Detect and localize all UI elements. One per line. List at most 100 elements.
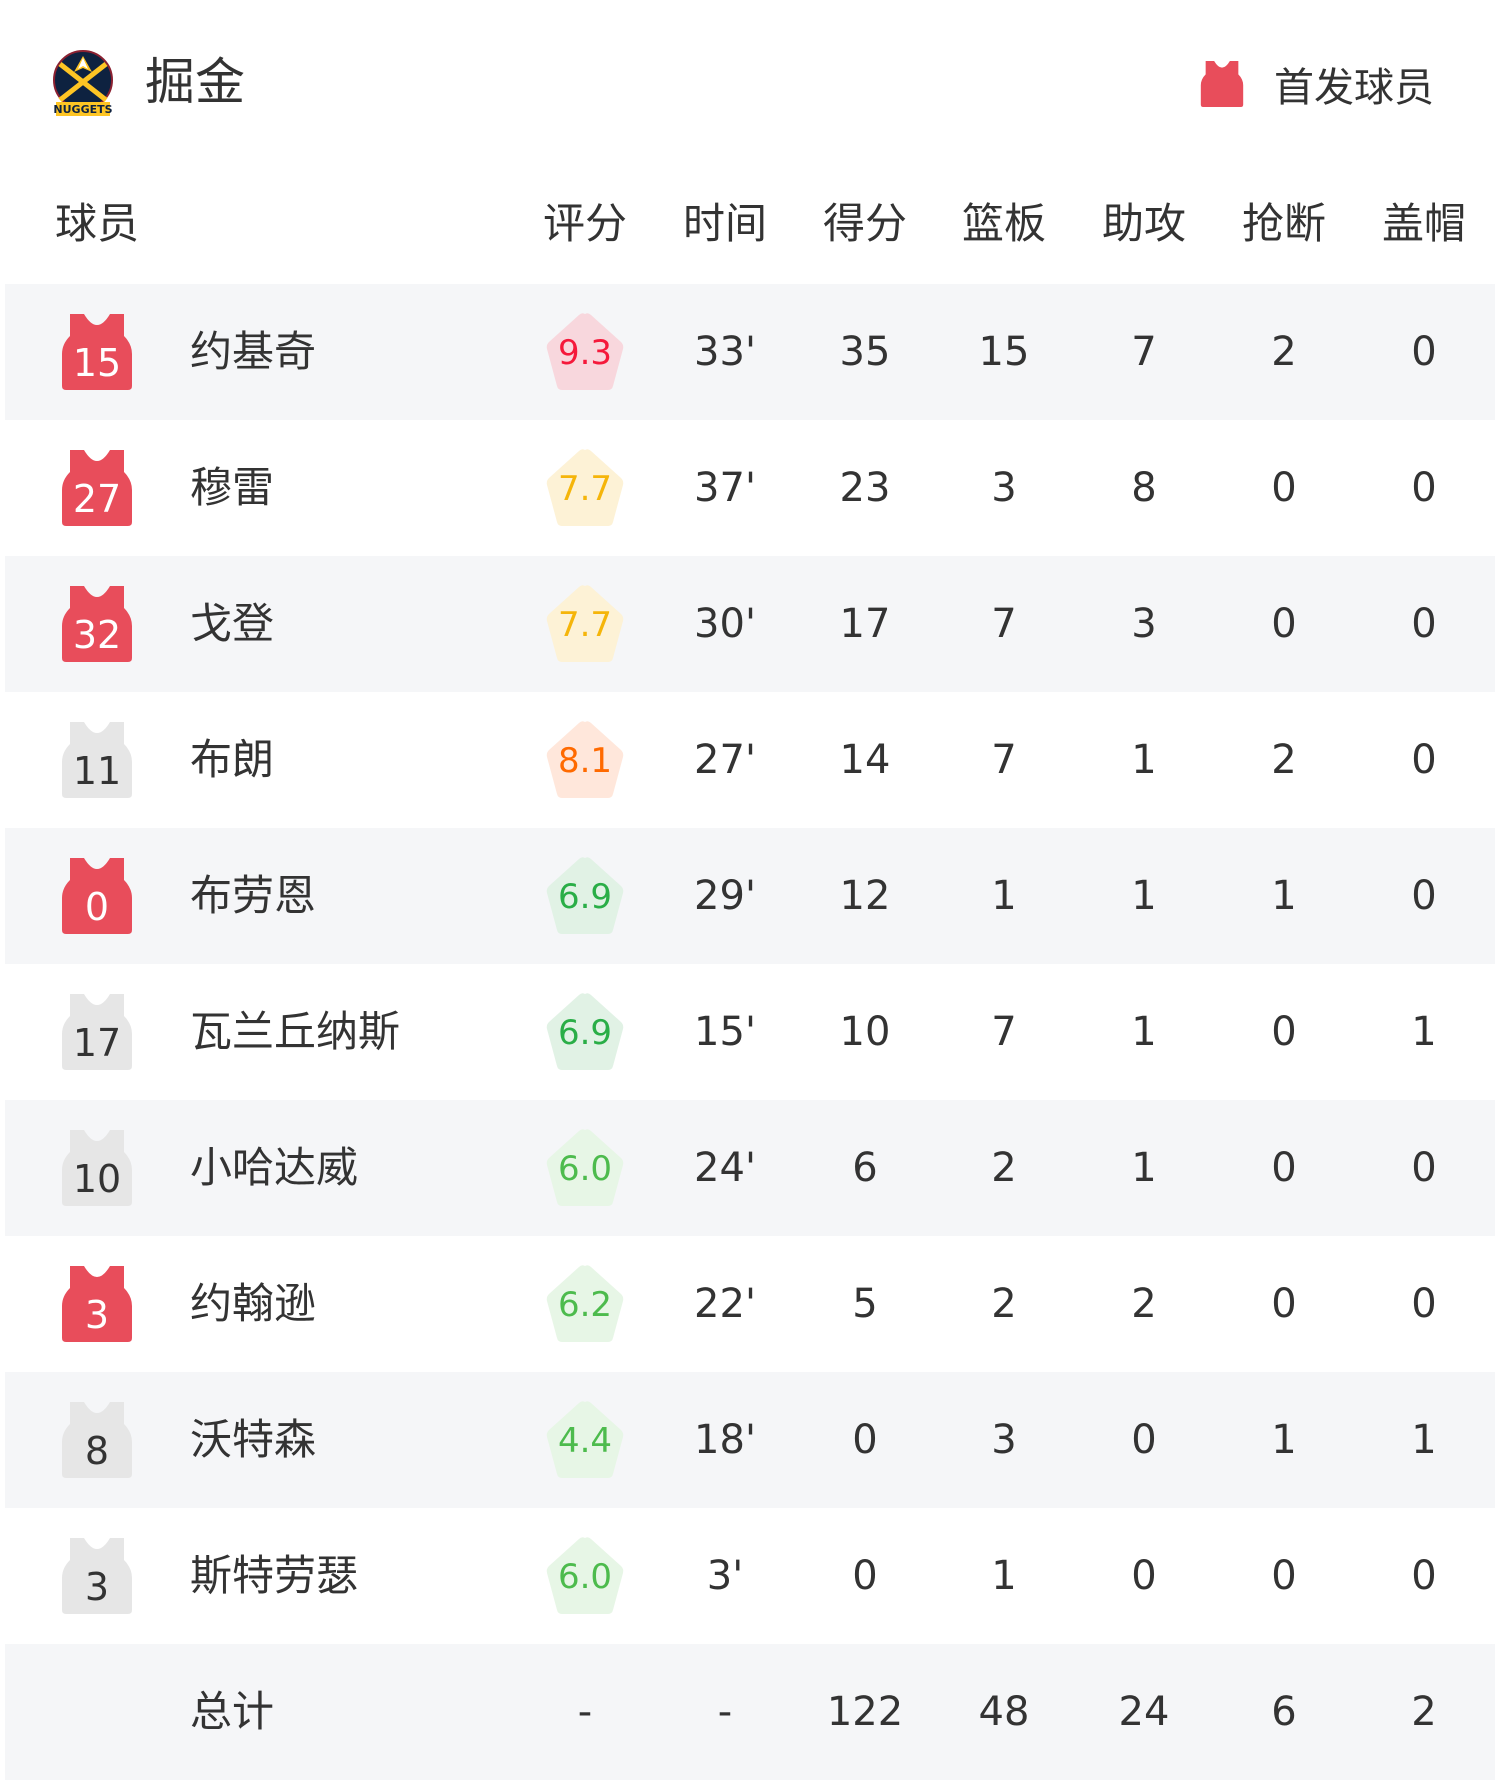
min-cell: 22' <box>694 1281 756 1327</box>
min-cell: 27' <box>694 737 756 783</box>
blk-cell: 0 <box>1411 465 1437 511</box>
stl-cell: 0 <box>1271 601 1297 647</box>
pts-cell: 17 <box>839 601 891 647</box>
stl-cell: 2 <box>1271 737 1297 783</box>
pts-cell: 5 <box>852 1281 878 1327</box>
rating-value: 6.9 <box>557 877 613 917</box>
table-row[interactable]: 8 沃特森 4.4 18' 0 3 0 1 1 <box>5 1372 1495 1508</box>
blk-cell: 0 <box>1411 1145 1437 1191</box>
rating-value: 6.0 <box>557 1557 613 1597</box>
rating-badge: 6.0 <box>543 1534 627 1618</box>
min-cell: 33' <box>694 329 756 375</box>
min-cell: 37' <box>694 465 756 511</box>
pts-cell: 14 <box>839 737 891 783</box>
jersey-icon: 3 <box>62 1266 132 1342</box>
reb-cell: 48 <box>978 1689 1030 1735</box>
reb-cell: 1 <box>991 873 1017 919</box>
stl-cell: 2 <box>1271 329 1297 375</box>
jersey-number: 8 <box>84 1429 110 1473</box>
nuggets-logo: NUGGETS <box>52 50 114 118</box>
blk-cell: 0 <box>1411 329 1437 375</box>
rating-badge: 6.9 <box>543 990 627 1074</box>
blk-cell: 0 <box>1411 737 1437 783</box>
table-row[interactable]: 3 约翰逊 6.2 22' 5 2 2 0 0 <box>5 1236 1495 1372</box>
jersey-icon: 15 <box>62 314 132 390</box>
min-cell: 24' <box>694 1145 756 1191</box>
starter-legend: 首发球员 <box>1200 55 1434 113</box>
pts-cell: 0 <box>852 1417 878 1463</box>
jersey-icon: 8 <box>62 1402 132 1478</box>
table-row[interactable]: 0 布劳恩 6.9 29' 12 1 1 1 0 <box>5 828 1495 964</box>
stl-cell: 0 <box>1271 465 1297 511</box>
stl-cell: 0 <box>1271 1145 1297 1191</box>
rating-badge: 7.7 <box>543 582 627 666</box>
col-player: 球员 <box>55 199 140 248</box>
min-cell: 15' <box>694 1009 756 1055</box>
player-name[interactable]: 瓦兰丘纳斯 <box>190 1007 401 1056</box>
player-name[interactable]: 布朗 <box>190 735 275 784</box>
player-name[interactable]: 小哈达威 <box>190 1143 359 1192</box>
table-row[interactable]: 3 斯特劳瑟 6.0 3' 0 1 0 0 0 <box>5 1508 1495 1644</box>
ast-cell: 1 <box>1131 1145 1157 1191</box>
blk-cell: 1 <box>1411 1009 1437 1055</box>
team-header: NUGGETS 掘金 首发球员 <box>0 0 1500 170</box>
col-blocks[interactable]: 盖帽 <box>1381 199 1466 248</box>
rating-value: 6.2 <box>557 1285 613 1325</box>
table-row[interactable]: 27 穆雷 7.7 37' 23 3 8 0 0 <box>5 420 1495 556</box>
ast-cell: 0 <box>1131 1417 1157 1463</box>
col-rating[interactable]: 评分 <box>542 199 627 248</box>
jersey-number: 15 <box>72 341 122 385</box>
pts-cell: 0 <box>852 1553 878 1599</box>
rating-value: 6.0 <box>557 1149 613 1189</box>
min-cell: 30' <box>694 601 756 647</box>
rating-value: 8.1 <box>557 741 613 781</box>
stl-cell: 0 <box>1271 1553 1297 1599</box>
pts-cell: 10 <box>839 1009 891 1055</box>
rating-badge: 6.2 <box>543 1262 627 1346</box>
player-table: 15 约基奇 9.3 33' 35 15 7 2 0 27 穆雷 7.7 37' 23 3 8 0 0 32 戈登 7.… <box>5 284 1495 1780</box>
jersey-number: 3 <box>84 1565 110 1609</box>
table-row[interactable]: 10 小哈达威 6.0 24' 6 2 1 0 0 <box>5 1100 1495 1236</box>
player-name[interactable]: 沃特森 <box>190 1415 317 1464</box>
rating-badge: 8.1 <box>543 718 627 802</box>
player-name[interactable]: 斯特劳瑟 <box>190 1551 359 1600</box>
player-name[interactable]: 约基奇 <box>190 327 317 376</box>
jersey-number: 27 <box>72 477 122 521</box>
col-rebounds[interactable]: 篮板 <box>961 199 1046 248</box>
jersey-icon: 27 <box>62 450 132 526</box>
player-name[interactable]: 布劳恩 <box>190 871 317 920</box>
player-name[interactable]: 穆雷 <box>190 463 275 512</box>
col-assists[interactable]: 助攻 <box>1101 199 1186 248</box>
col-minutes[interactable]: 时间 <box>682 199 767 248</box>
player-name[interactable]: 约翰逊 <box>190 1279 317 1328</box>
table-row[interactable]: 15 约基奇 9.3 33' 35 15 7 2 0 <box>5 284 1495 420</box>
legend-label: 首发球员 <box>1274 65 1434 111</box>
rating-value: 4.4 <box>557 1421 613 1461</box>
ast-cell: 1 <box>1131 873 1157 919</box>
reb-cell: 15 <box>978 329 1030 375</box>
player-name[interactable]: 戈登 <box>190 599 275 648</box>
col-points[interactable]: 得分 <box>822 199 907 248</box>
rating-badge: 9.3 <box>543 310 627 394</box>
reb-cell: 1 <box>991 1553 1017 1599</box>
total-row[interactable]: 总计 - - 122 48 24 6 2 <box>5 1644 1495 1780</box>
table-row[interactable]: 32 戈登 7.7 30' 17 7 3 0 0 <box>5 556 1495 692</box>
stl-cell: 1 <box>1271 1417 1297 1463</box>
table-row[interactable]: 17 瓦兰丘纳斯 6.9 15' 10 7 1 0 1 <box>5 964 1495 1100</box>
ast-cell: 2 <box>1131 1281 1157 1327</box>
ast-cell: 7 <box>1131 329 1157 375</box>
table-row[interactable]: 11 布朗 8.1 27' 14 7 1 2 0 <box>5 692 1495 828</box>
blk-cell: 0 <box>1411 873 1437 919</box>
reb-cell: 7 <box>991 737 1017 783</box>
blk-cell: 0 <box>1411 1281 1437 1327</box>
rating-value: 7.7 <box>557 605 613 645</box>
svg-text:NUGGETS: NUGGETS <box>53 103 112 116</box>
stl-cell: 1 <box>1271 873 1297 919</box>
rating-value: 9.3 <box>557 333 613 373</box>
min-cell: 29' <box>694 873 756 919</box>
rating-badge: 4.4 <box>543 1398 627 1482</box>
blk-cell: 0 <box>1411 601 1437 647</box>
col-steals[interactable]: 抢断 <box>1241 199 1326 248</box>
rating-badge: 6.0 <box>543 1126 627 1210</box>
jersey-number: 11 <box>72 749 122 793</box>
